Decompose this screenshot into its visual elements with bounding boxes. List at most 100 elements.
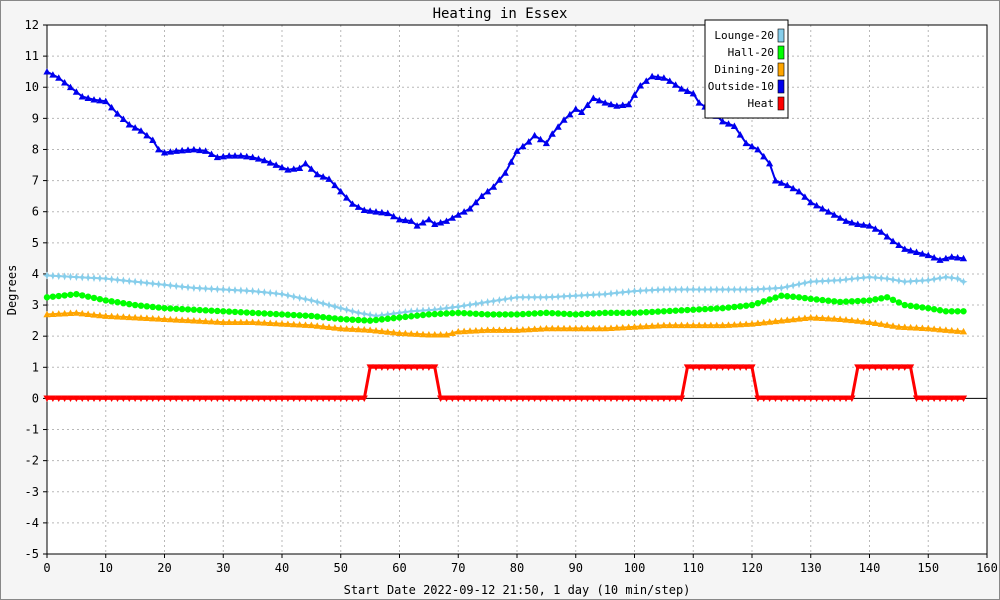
y-tick-label: 10 [25, 80, 39, 94]
data-point [853, 274, 862, 283]
data-point [184, 283, 192, 292]
data-point [701, 321, 709, 329]
data-point [372, 311, 380, 320]
data-point [84, 310, 92, 317]
x-tick-label: 80 [510, 561, 524, 575]
data-point [824, 395, 832, 403]
data-point [213, 318, 221, 325]
data-point [713, 364, 721, 371]
data-point [771, 317, 780, 325]
data-point [760, 298, 767, 305]
data-point [742, 285, 751, 294]
data-point [355, 316, 362, 324]
data-point [172, 282, 181, 291]
data-point [126, 300, 133, 308]
data-point [730, 364, 738, 371]
data-point [389, 309, 398, 318]
data-point [466, 327, 474, 334]
data-point [596, 309, 603, 317]
data-point [942, 308, 950, 315]
data-point [589, 290, 598, 299]
data-point [225, 285, 234, 294]
data-point [402, 313, 409, 321]
data-point [161, 304, 168, 312]
data-point [830, 395, 838, 403]
data-point [260, 319, 268, 326]
data-point [113, 395, 122, 403]
data-point [501, 326, 509, 333]
data-point [719, 304, 726, 312]
data-point [337, 324, 345, 332]
data-point [149, 395, 157, 403]
data-point [478, 192, 486, 200]
data-point [219, 152, 227, 160]
data-point [871, 364, 879, 371]
data-point [860, 297, 867, 304]
data-point [413, 312, 421, 319]
data-point [595, 324, 603, 332]
data-point [372, 208, 380, 215]
data-point [930, 275, 939, 284]
data-point [43, 310, 51, 318]
data-point [583, 324, 592, 332]
data-point [548, 130, 556, 137]
data-point [730, 285, 739, 294]
data-point [530, 293, 539, 302]
data-point [883, 364, 891, 371]
data-point [172, 316, 180, 323]
x-tick-label: 150 [917, 561, 939, 575]
data-point [242, 286, 251, 295]
data-point [330, 302, 339, 311]
data-point [942, 395, 950, 403]
data-point [742, 364, 750, 371]
data-point [789, 293, 797, 300]
data-point [865, 273, 874, 282]
data-point [536, 325, 545, 332]
data-point [525, 138, 533, 145]
data-point [431, 310, 438, 318]
data-point [372, 364, 380, 371]
data-point [542, 139, 550, 147]
data-point [766, 318, 774, 325]
data-point [883, 294, 891, 301]
data-point [507, 311, 515, 318]
x-tick-label: 30 [216, 561, 230, 575]
data-point [784, 293, 791, 300]
data-point [537, 309, 544, 317]
data-point [84, 273, 93, 282]
data-point [936, 307, 944, 314]
data-point [296, 312, 303, 319]
data-point [895, 323, 903, 330]
data-point [307, 395, 315, 403]
data-point [325, 175, 333, 182]
data-point [143, 303, 151, 310]
data-point [196, 317, 204, 324]
data-point [654, 321, 662, 329]
data-point [495, 296, 504, 305]
data-point [383, 310, 392, 319]
data-point [831, 298, 838, 305]
data-point [701, 364, 709, 371]
data-point [665, 285, 674, 294]
data-point [800, 278, 809, 287]
x-tick-label: 50 [334, 561, 348, 575]
data-point [660, 321, 668, 329]
data-point [918, 395, 926, 403]
data-point [619, 309, 626, 317]
data-point [624, 287, 633, 296]
data-point [313, 395, 321, 403]
data-point [219, 395, 227, 403]
data-point [860, 317, 868, 325]
data-point [260, 156, 268, 164]
data-point [384, 364, 392, 371]
data-point [889, 275, 897, 284]
y-tick-label: 1 [32, 360, 39, 374]
data-point [267, 310, 274, 317]
y-tick-label: 8 [32, 142, 39, 156]
data-point [419, 364, 427, 371]
data-point [953, 274, 962, 283]
data-point [314, 313, 321, 320]
data-point [207, 395, 216, 403]
data-point [642, 322, 650, 330]
